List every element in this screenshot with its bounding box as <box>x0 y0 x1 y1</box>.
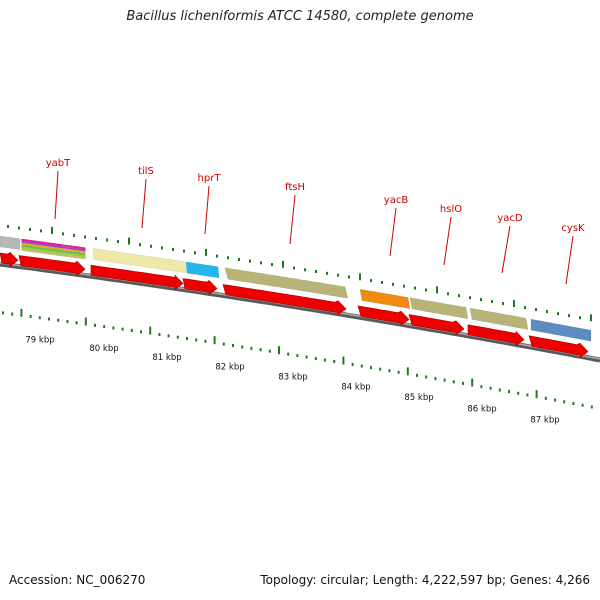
gene-label-tilS: tilS <box>138 166 154 177</box>
genome-backbone <box>0 261 600 363</box>
gene-arrow <box>467 324 525 346</box>
gene-arrow <box>90 264 184 290</box>
feature-stripe <box>21 248 86 260</box>
feature-stripe <box>21 242 86 254</box>
gene-arrow <box>0 251 19 267</box>
feature-stripe <box>21 244 86 256</box>
gene-label-hslO: hslO <box>440 204 462 215</box>
gene-label-hprT: hprT <box>198 173 222 184</box>
gene-label-leader <box>204 185 210 235</box>
feature-stripe <box>21 246 86 258</box>
gene-arrow <box>357 305 410 326</box>
feature-stripe <box>21 238 86 250</box>
accession-text: Accession: NC_006270 <box>9 573 146 587</box>
gene-label-ftsH: ftsH <box>285 182 305 193</box>
gene-label-cysK: cysK <box>561 223 585 234</box>
scale-label: 85 kbp <box>404 393 433 403</box>
scale-label: 87 kbp <box>530 416 559 426</box>
scale-label: 81 kbp <box>152 353 181 363</box>
gene-label-leader <box>443 216 452 266</box>
gene-label-yacB: yacB <box>384 195 409 206</box>
gene-feature-block <box>469 307 529 330</box>
gene-feature-block <box>92 248 187 274</box>
gene-arrow <box>528 335 589 358</box>
gene-feature-block <box>0 235 21 250</box>
gene-arrow <box>182 278 218 295</box>
scale-label: 83 kbp <box>278 372 307 382</box>
gene-label-leader <box>501 225 511 274</box>
scale-label: 80 kbp <box>89 344 118 354</box>
scale-label: 79 kbp <box>25 335 54 345</box>
gene-label-leader <box>141 178 147 229</box>
gene-feature-block <box>359 289 411 310</box>
gene-arrow <box>408 314 465 336</box>
gene-label-leader <box>54 170 59 220</box>
gene-arrow <box>222 284 347 316</box>
gene-label-leader <box>389 207 397 257</box>
gene-label-yacD: yacD <box>497 213 523 224</box>
scale-label: 84 kbp <box>341 383 370 393</box>
map-title: Bacillus licheniformis ATCC 14580, compl… <box>126 9 474 24</box>
gene-label-yabT: yabT <box>46 158 71 169</box>
gene-arrow <box>18 255 86 276</box>
gene-feature-block <box>409 297 469 320</box>
feature-stripe <box>21 240 86 252</box>
gene-feature-block <box>224 267 349 299</box>
gene-feature-block <box>530 318 592 342</box>
scale-label: 86 kbp <box>467 404 496 414</box>
genome-summary-text: Topology: circular; Length: 4,222,597 bp… <box>260 573 590 587</box>
gene-label-leader <box>289 194 296 245</box>
scale-label: 82 kbp <box>215 363 244 373</box>
gene-feature-block <box>185 261 220 279</box>
gene-label-leader <box>565 235 574 285</box>
